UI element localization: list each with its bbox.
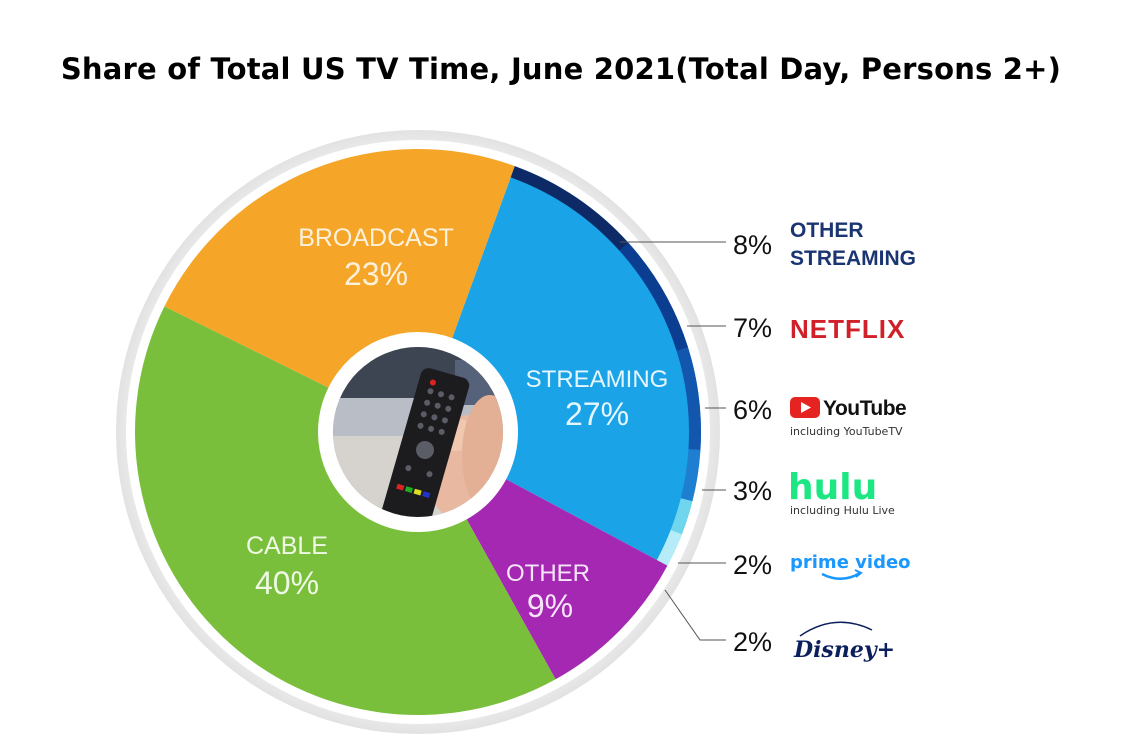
legend-prime-video: prime video [790,552,911,573]
slice-value-other: 9% [527,588,573,624]
tv-remote-photo-icon [333,347,503,517]
legend-youtube-sub: including YouTubeTV [790,425,903,438]
slice-label-cable: CABLE [246,532,328,560]
ring-segment-other-streaming [510,166,629,251]
legend-youtube: YouTube [823,397,906,420]
legend-hulu-sub: including Hulu Live [790,504,895,517]
ring-segment-disney- [656,529,682,566]
breakdown-value-netflix: 7% [733,313,772,343]
slice-value-streaming: 27% [565,396,629,432]
slice-cable [135,306,556,716]
legend-other-streaming-line2: STREAMING [790,247,916,270]
slice-label-streaming: STREAMING [526,366,669,393]
leader-lines [620,241,726,641]
chart-title: Share of Total US TV Time, June 2021(Tot… [60,52,1062,86]
slice-broadcast [164,149,515,388]
ring-segment-netflix [619,242,689,351]
youtube-play-icon [790,397,820,418]
slice-label-other: OTHER [506,560,590,587]
ring-segment-youtube [676,347,702,450]
legend-disney: Disney+ [793,637,895,663]
slice-other [466,479,668,680]
streaming-breakdown-ring [510,166,702,566]
legend-netflix: NETFLIX [790,314,905,344]
slice-label-broadcast: BROADCAST [298,224,454,252]
legend-other-streaming-line1: OTHER [790,219,864,242]
breakdown-value-youtube: 6% [733,395,772,425]
ring-segment-hulu [680,449,701,502]
breakdown-value-prime: 2% [733,550,772,580]
slice-value-cable: 40% [255,565,319,601]
disney-plus-logo-icon: Disney+ [793,621,895,663]
amazon-smile-icon [821,571,861,580]
slices [135,149,701,716]
breakdown-value-disney: 2% [733,627,772,657]
ring-segment-prime-video [670,498,693,535]
slice-value-broadcast: 23% [344,256,408,292]
breakdown-value-hulu: 3% [733,476,772,506]
legend-hulu: hulu [788,467,877,508]
breakdown-value-other-streaming: 8% [733,230,772,260]
